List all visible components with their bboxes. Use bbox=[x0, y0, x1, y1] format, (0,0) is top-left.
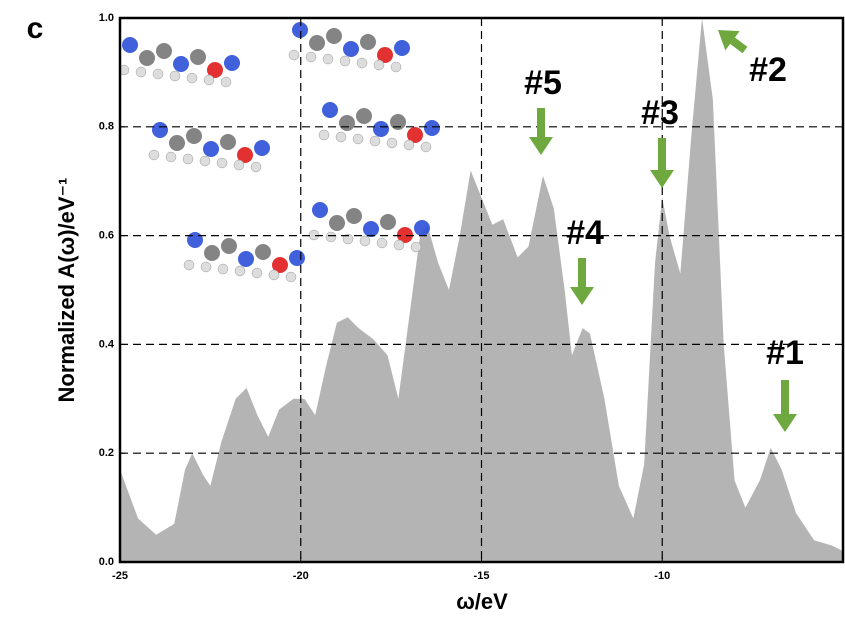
molecule-atom bbox=[238, 251, 254, 267]
molecule-atom bbox=[122, 37, 138, 53]
arrow-head bbox=[773, 414, 797, 432]
molecule-atom bbox=[204, 75, 214, 85]
y-tick-label: 0.6 bbox=[99, 230, 114, 242]
molecule-atom bbox=[322, 102, 338, 118]
y-tick-label: 0.4 bbox=[99, 338, 115, 350]
molecule-atom bbox=[289, 50, 299, 60]
molecule-atom bbox=[153, 69, 163, 79]
molecule-atom bbox=[391, 62, 401, 72]
molecule-atom bbox=[156, 43, 172, 59]
molecule-atom bbox=[387, 138, 397, 148]
molecule-atom bbox=[394, 240, 404, 250]
y-tick-label: 0.2 bbox=[99, 447, 114, 459]
x-tick-label: -10 bbox=[654, 570, 670, 582]
molecule-atom bbox=[217, 158, 227, 168]
molecule-atom bbox=[184, 260, 194, 270]
molecule-atom bbox=[306, 52, 316, 62]
molecule-atom bbox=[286, 272, 296, 282]
molecule-atom bbox=[190, 49, 206, 65]
y-tick-label: 0.0 bbox=[99, 556, 114, 568]
molecule-atom bbox=[221, 77, 231, 87]
annotation: #1 bbox=[766, 334, 804, 372]
molecule-atom bbox=[152, 122, 168, 138]
molecule-atom bbox=[329, 215, 345, 231]
molecule-atom bbox=[319, 130, 329, 140]
panel-label: c bbox=[27, 12, 44, 45]
arrow-head bbox=[650, 170, 674, 188]
molecule-atom bbox=[404, 140, 414, 150]
molecule-atom bbox=[421, 142, 431, 152]
x-tick-label: -15 bbox=[474, 570, 490, 582]
molecule-atom bbox=[224, 55, 240, 71]
molecule-atom bbox=[204, 245, 220, 261]
molecule-atom bbox=[424, 120, 440, 136]
molecule-atom bbox=[309, 35, 325, 51]
molecule-atom bbox=[255, 244, 271, 260]
molecule-atom bbox=[377, 238, 387, 248]
x-tick-label: -20 bbox=[293, 570, 309, 582]
molecule-atom bbox=[269, 270, 279, 280]
molecule-atom bbox=[390, 114, 406, 130]
molecule-atom bbox=[370, 136, 380, 146]
molecule-atom bbox=[353, 134, 363, 144]
molecule-atom bbox=[220, 134, 236, 150]
molecule-atom bbox=[411, 242, 421, 252]
annotation: #4 bbox=[566, 214, 604, 252]
y-tick-label: 0.8 bbox=[99, 121, 114, 133]
molecule-atom bbox=[203, 141, 219, 157]
molecule-atom bbox=[336, 132, 346, 142]
molecule-atom bbox=[326, 28, 342, 44]
molecule-atom bbox=[139, 50, 155, 66]
molecule-atom bbox=[252, 268, 262, 278]
molecule-atom bbox=[187, 73, 197, 83]
molecule-atom bbox=[254, 140, 270, 156]
molecule-atom bbox=[346, 208, 362, 224]
molecule-atom bbox=[394, 40, 410, 56]
molecule-atom bbox=[356, 108, 372, 124]
molecule-atom bbox=[357, 58, 367, 68]
molecule-atom bbox=[380, 214, 396, 230]
molecule-atom bbox=[235, 266, 245, 276]
molecule-atom bbox=[170, 71, 180, 81]
y-tick-label: 1.0 bbox=[99, 12, 114, 24]
molecule-atom bbox=[339, 115, 355, 131]
molecule-atom bbox=[374, 60, 384, 70]
molecule-atom bbox=[218, 264, 228, 274]
annotation: #3 bbox=[641, 94, 679, 132]
molecule-atom bbox=[343, 41, 359, 57]
molecule-atom bbox=[360, 236, 370, 246]
molecule-atom bbox=[173, 56, 189, 72]
molecule-atom bbox=[340, 56, 350, 66]
molecule-atom bbox=[187, 232, 203, 248]
annotation: #5 bbox=[524, 64, 562, 102]
molecule-atom bbox=[323, 54, 333, 64]
molecule-atom bbox=[201, 262, 211, 272]
molecule-atom bbox=[289, 250, 305, 266]
x-axis-label: ω/eV bbox=[456, 589, 508, 614]
molecule-atom bbox=[200, 156, 210, 166]
molecule-atom bbox=[169, 135, 185, 151]
molecule-atom bbox=[326, 232, 336, 242]
molecule-atom bbox=[363, 221, 379, 237]
molecule-atom bbox=[186, 128, 202, 144]
arrow-head bbox=[529, 137, 553, 155]
molecule-atom bbox=[221, 238, 237, 254]
chart: c ω/eV Normalized A(ω)/eV⁻¹ -25 -20 -15 -10… bbox=[0, 0, 845, 618]
y-axis-label: Normalized A(ω)/eV⁻¹ bbox=[54, 178, 79, 403]
molecule-atom bbox=[414, 220, 430, 236]
molecule-atom bbox=[312, 202, 328, 218]
molecule-atom bbox=[149, 150, 159, 160]
annotation: #2 bbox=[749, 51, 787, 89]
molecule-atom bbox=[183, 154, 193, 164]
arrow-shaft bbox=[732, 41, 745, 50]
molecule-atom bbox=[373, 121, 389, 137]
molecule-atom bbox=[292, 22, 308, 38]
molecule-atom bbox=[234, 160, 244, 170]
molecule-atom bbox=[136, 67, 146, 77]
molecule-atom bbox=[360, 34, 376, 50]
molecule-atom bbox=[251, 162, 261, 172]
x-tick-label: -25 bbox=[112, 570, 128, 582]
arrow-head bbox=[570, 287, 594, 305]
molecule-atom bbox=[166, 152, 176, 162]
